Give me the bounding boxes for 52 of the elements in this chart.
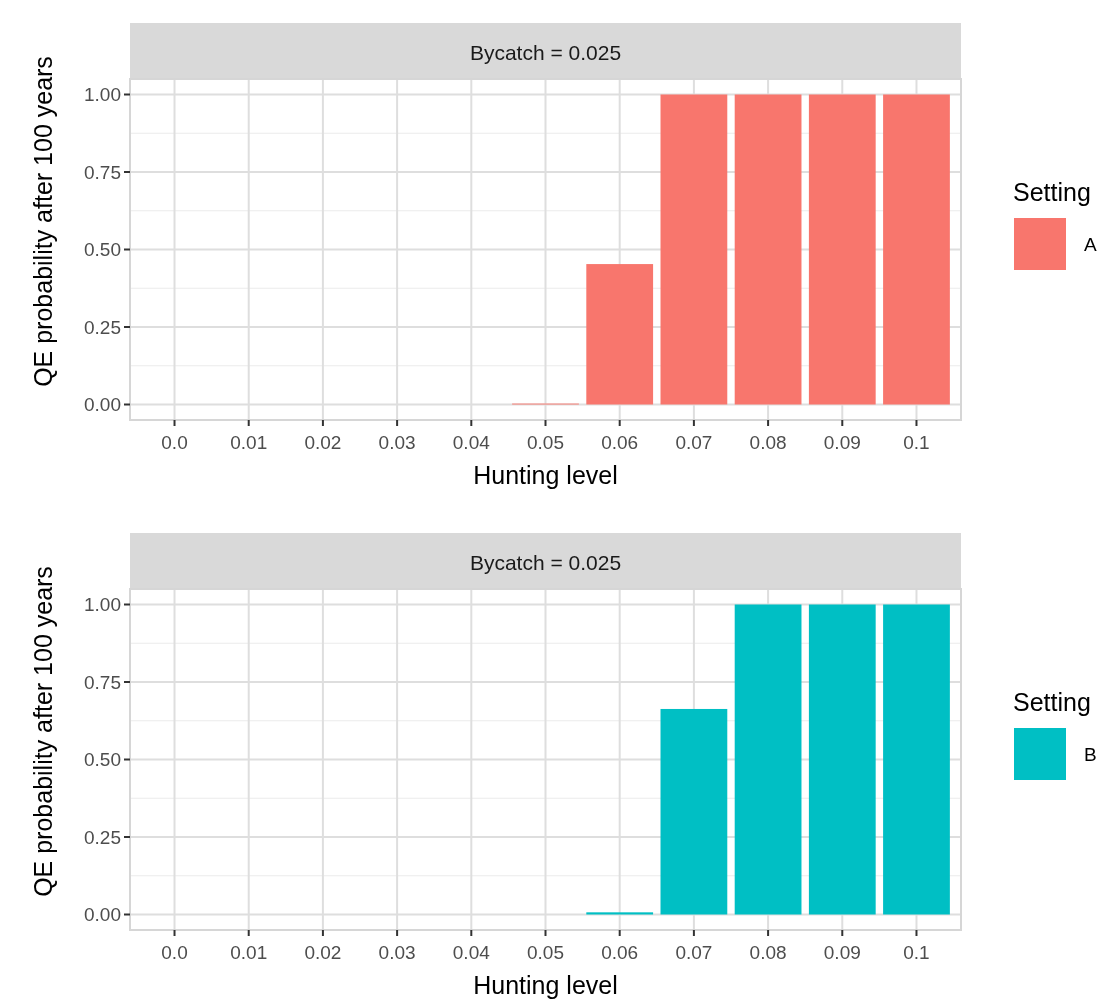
bar: [734, 94, 802, 405]
bar: [586, 264, 654, 405]
y-tick-label: 0.75: [84, 671, 121, 693]
bar: [660, 708, 728, 915]
y-axis-title: QE probability after 100 years: [29, 566, 57, 897]
x-axis-title: Hunting level: [473, 971, 618, 999]
x-tick-label: 0.09: [823, 432, 861, 453]
legend-title: Setting: [1013, 178, 1091, 206]
bar: [660, 94, 728, 405]
x-tick-label: 0.07: [675, 942, 713, 963]
x-tick-label: 0.06: [601, 942, 639, 963]
x-tick-label: 0.04: [452, 432, 491, 453]
bar: [586, 912, 654, 915]
x-axis-title: Hunting level: [473, 461, 618, 489]
text: A: [1084, 233, 1097, 255]
x-tick-label: 0.06: [601, 432, 639, 453]
x-tick-label: 0.02: [304, 942, 342, 963]
x-tick-label: 0.01: [230, 942, 268, 963]
y-tick-label: 0.00: [84, 394, 121, 416]
bar: [734, 604, 802, 915]
x-tick-label: 0.07: [675, 432, 713, 453]
y-axis-title: QE probability after 100 years: [29, 56, 57, 387]
text: B: [1084, 743, 1097, 765]
x-tick-label: 0.1: [903, 942, 930, 963]
x-tick-label: 0.04: [452, 942, 491, 963]
x-tick-label: 0.05: [527, 942, 564, 963]
x-tick-label: 0.03: [378, 942, 416, 963]
x-tick-label: 0.01: [230, 432, 268, 453]
x-tick-label: 0.1: [903, 432, 930, 453]
bar: [808, 604, 876, 915]
y-tick-label: 1.00: [84, 594, 121, 616]
x-tick-label: 0.08: [749, 942, 787, 963]
x-tick-label: 0.03: [378, 432, 416, 453]
x-tick-label: 0.09: [823, 942, 861, 963]
x-tick-label: 0.02: [304, 432, 342, 453]
y-tick-label: 0.50: [84, 749, 121, 771]
y-tick-label: 0.25: [84, 316, 121, 338]
y-tick-label: 0.00: [84, 904, 121, 926]
y-tick-label: 0.50: [84, 239, 121, 261]
bar: [808, 94, 876, 405]
x-tick-label: 0.0: [161, 942, 188, 963]
y-tick-label: 0.25: [84, 826, 121, 848]
bar: [883, 604, 950, 915]
x-tick-label: 0.0: [161, 432, 188, 453]
chart-title: Bycatch = 0.025: [469, 41, 622, 64]
y-tick-label: 1.00: [84, 84, 121, 106]
bar: [883, 94, 950, 405]
x-tick-label: 0.05: [527, 432, 564, 453]
legend-title: Setting: [1013, 688, 1091, 716]
x-tick-label: 0.08: [749, 432, 787, 453]
y-tick-label: 0.75: [84, 161, 121, 183]
chart-title: Bycatch = 0.025: [469, 551, 622, 574]
